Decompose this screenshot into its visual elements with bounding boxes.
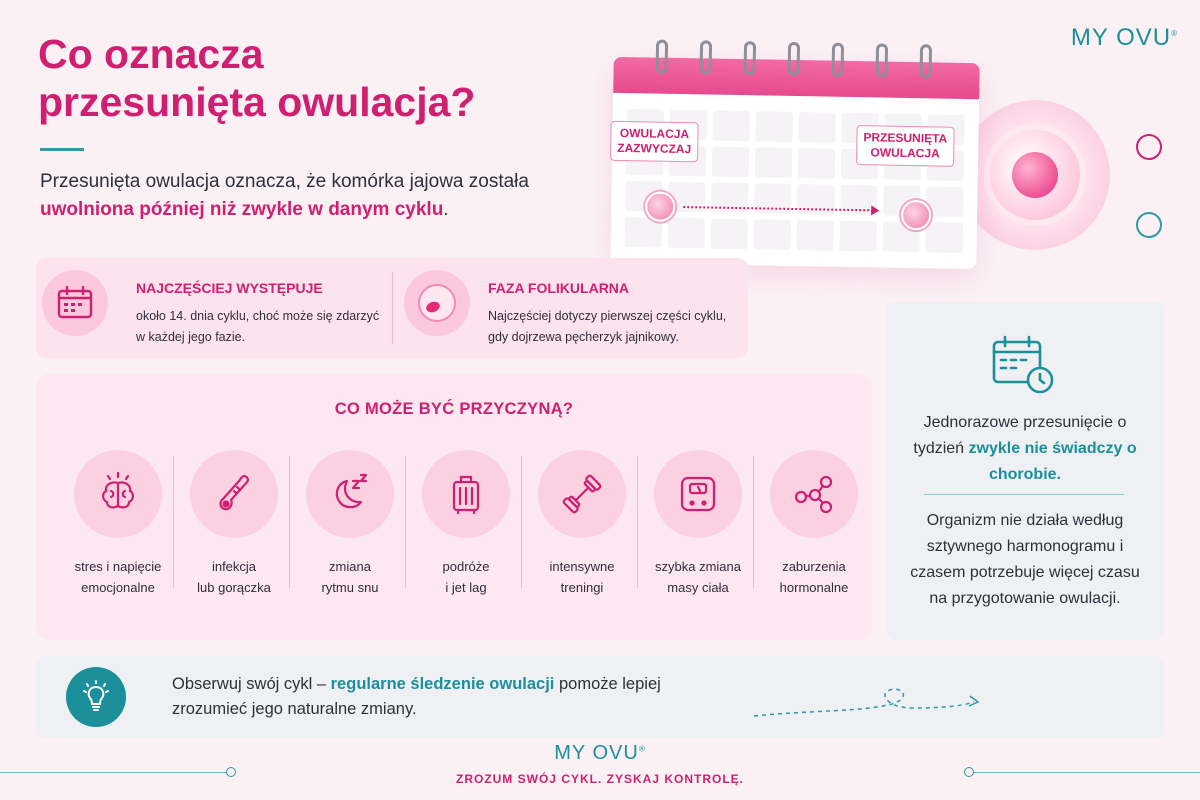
calendar-ring-icon <box>831 42 845 77</box>
cause-label-line1: zaburzenia <box>782 559 846 574</box>
cause-item: infekcja lub gorączka <box>176 442 292 622</box>
cause-separator <box>405 456 406 588</box>
cause-label-line2: hormonalne <box>779 580 849 595</box>
calendar-ring-icon <box>655 39 669 74</box>
info-text-follicular: Najczęściej dotyczy pierwszej części cyk… <box>488 309 727 344</box>
card-divider <box>924 494 1124 495</box>
page-title: Co oznacza przesunięta owulacja? <box>38 30 558 126</box>
brand-logo-top: MY OVU® <box>1071 24 1178 52</box>
footer-line-left <box>0 772 226 773</box>
cause-label-line2: masy ciała <box>667 580 729 595</box>
title-line-2: przesunięta owulacja? <box>38 79 476 125</box>
info-title-follicular: FAZA FOLIKULARNA <box>488 280 630 296</box>
thermometer-icon <box>190 450 278 538</box>
tip-text-highlight: regularne śledzenie owulacji <box>330 675 555 693</box>
reassurance-plain: Jednorazowe przesunięcie o tydzień <box>913 414 1127 457</box>
cause-separator <box>173 456 174 588</box>
suitcase-icon <box>422 450 510 538</box>
intro-paragraph: Przesunięta owulacja oznacza, że komórka… <box>40 168 600 224</box>
cause-item: stres i napięcie emocjonalne <box>60 442 176 622</box>
cause-separator <box>289 456 290 588</box>
cause-item: podróże i jet lag <box>408 442 524 622</box>
tip-text: Obserwuj swój cykl – regularne śledzenie… <box>172 672 712 722</box>
causes-panel: CO MOŻE BYĆ PRZYCZYNĄ? stres i napięcie … <box>36 374 872 640</box>
info-title-occurrence: NAJCZĘŚCIEJ WYSTĘPUJE <box>136 280 323 296</box>
footer-dot-left <box>226 767 236 777</box>
cause-label-line1: intensywne <box>549 559 615 574</box>
decorative-ring-pink <box>1136 134 1162 160</box>
brand-name: MY OVU <box>1070 24 1172 51</box>
intro-text: Przesunięta owulacja oznacza, że komórka… <box>40 171 529 192</box>
brand-mark: ® <box>638 744 646 754</box>
molecule-icon <box>770 450 858 538</box>
info-text-occurrence: około 14. dnia cyklu, choć może się zdar… <box>136 309 380 344</box>
cause-label-line1: infekcja <box>211 559 257 574</box>
reassurance-text-primary: Jednorazowe przesunięcie o tydzień zwykl… <box>906 410 1144 488</box>
cause-label-line2: i jet lag <box>445 580 487 595</box>
brand-logo-bottom: MY OVU® <box>0 742 1200 765</box>
cause-label-line1: szybka zmiana <box>655 559 741 574</box>
label-shifted-ovulation: PRZESUNIĘTA OWULACJA <box>855 125 955 167</box>
intro-end: . <box>443 199 449 220</box>
brain-icon <box>74 450 162 538</box>
cause-label-line2: emocjonalne <box>81 580 155 595</box>
calendar-illustration: OWULACJA ZAZWYCZAJ PRZESUNIĘTA OWULACJA <box>610 39 980 270</box>
cause-label-line2: lub gorączka <box>197 580 271 595</box>
cause-separator <box>637 456 638 588</box>
egg-nucleus <box>1012 152 1058 198</box>
footer-line-right <box>974 772 1200 773</box>
cause-label-line1: podróże <box>442 559 490 574</box>
title-underline <box>40 148 84 151</box>
follicle-icon <box>404 270 470 336</box>
calendar-icon <box>42 270 108 336</box>
intro-highlight: uwolniona później niż zwykle w danym cyk… <box>40 199 444 220</box>
calendar-ring-icon <box>919 44 933 79</box>
reassurance-text-secondary: Organizm nie działa według sztywnego har… <box>910 512 1140 607</box>
dashed-path-arrow-icon <box>753 688 980 717</box>
cause-item: zaburzenia hormonalne <box>756 442 872 622</box>
info-item-occurrence: NAJCZĘŚCIEJ WYSTĘPUJE około 14. dnia cyk… <box>36 258 392 358</box>
calendar-clock-icon <box>990 334 1058 396</box>
brand-mark: ® <box>1171 29 1178 38</box>
cause-label-line2: treningi <box>560 580 604 595</box>
info-strip: NAJCZĘŚCIEJ WYSTĘPUJE około 14. dnia cyk… <box>36 258 748 358</box>
tip-banner: Obserwuj swój cykl – regularne śledzenie… <box>36 656 1164 738</box>
label-usual-line-1: OWULACJA <box>619 125 690 142</box>
cause-label-line2: rytmu snu <box>321 580 379 595</box>
lightbulb-icon <box>66 667 126 727</box>
footer-tagline: ZROZUM SWÓJ CYKL. ZYSKAJ KONTROLĘ. <box>455 772 744 786</box>
calendar-ring-icon <box>699 40 713 75</box>
cause-item: szybka zmiana masy ciała <box>640 442 756 622</box>
calendar-ring-icon <box>743 41 757 76</box>
label-shifted-line-1: PRZESUNIĘTA <box>863 130 948 146</box>
calendar-ring-icon <box>875 43 889 78</box>
cause-label-line1: zmiana <box>329 559 371 574</box>
cause-label-line1: stres i napięcie <box>74 559 162 574</box>
cause-item: intensywne treningi <box>524 442 640 622</box>
causes-title: CO MOŻE BYĆ PRZYCZYNĄ? <box>334 400 574 418</box>
label-usual-line-2: ZAZWYCZAJ <box>617 140 692 157</box>
reassurance-card: Jednorazowe przesunięcie o tydzień zwykl… <box>886 302 1164 640</box>
info-divider <box>392 272 393 344</box>
tip-text-start: Obserwuj swój cykl – <box>172 675 327 693</box>
label-shifted-line-2: OWULACJA <box>870 145 940 161</box>
scale-icon <box>654 450 742 538</box>
label-usual-ovulation: OWULACJA ZAZWYCZAJ <box>610 120 699 163</box>
cause-separator <box>753 456 754 588</box>
dumbbell-icon <box>538 450 626 538</box>
brand-name: MY OVU <box>554 742 639 764</box>
calendar-ring-icon <box>787 41 801 77</box>
cause-item: zmiana rytmu snu <box>292 442 408 622</box>
title-line-1: Co oznacza <box>38 31 264 77</box>
decorative-ring-teal <box>1136 212 1162 238</box>
info-item-follicular: FAZA FOLIKULARNA Najczęściej dotyczy pie… <box>398 258 748 358</box>
footer-dot-right <box>964 767 974 777</box>
tip-text-end: pomoże lepiej zrozumieć jego naturalne z… <box>172 675 661 718</box>
moon-sleep-icon <box>306 450 394 538</box>
reassurance-highlight: zwykle nie świadczy o chorobie. <box>968 440 1137 483</box>
cause-separator <box>521 456 522 588</box>
